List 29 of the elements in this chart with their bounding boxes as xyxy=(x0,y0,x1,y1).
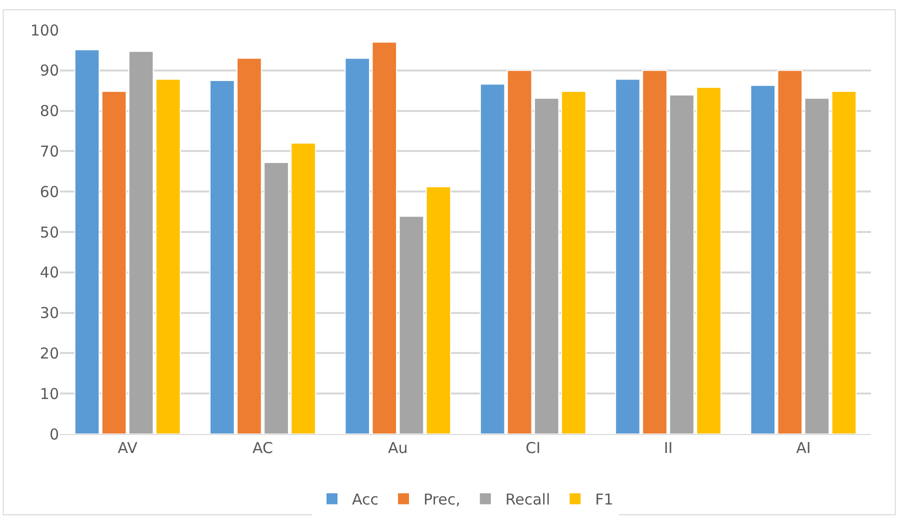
y-tick-label: 50 xyxy=(40,223,59,242)
bar xyxy=(480,84,506,434)
y-tick-label: 40 xyxy=(40,264,59,282)
y-tick-label: 20 xyxy=(40,344,59,362)
bar xyxy=(101,90,127,434)
legend-label: Prec, xyxy=(424,490,460,509)
y-tick-label: 80 xyxy=(40,102,59,120)
x-tick-label: CI xyxy=(526,439,541,457)
y-tick-label: 30 xyxy=(40,304,59,322)
legend-label: F1 xyxy=(595,490,614,509)
bar xyxy=(426,186,452,434)
x-tick-label: AC xyxy=(252,439,273,457)
bar xyxy=(398,216,424,434)
bar xyxy=(506,70,532,434)
bar xyxy=(831,90,857,434)
y-tick-label: 100 xyxy=(30,21,59,40)
y-tick-label: 70 xyxy=(40,142,59,160)
bar xyxy=(74,49,100,434)
legend-label: Recall xyxy=(505,490,550,509)
y-tick-label: 60 xyxy=(40,182,59,201)
bar xyxy=(804,98,830,434)
x-tick-label: II xyxy=(664,439,673,457)
legend-label: Acc xyxy=(352,490,378,509)
y-tick-label: 10 xyxy=(40,384,59,403)
x-tick-label: AV xyxy=(118,439,138,457)
x-tick-label: Au xyxy=(388,439,408,457)
x-tick-label: AI xyxy=(796,439,811,457)
y-tick-label: 90 xyxy=(40,62,59,80)
y-tick-label: 0 xyxy=(49,425,59,444)
